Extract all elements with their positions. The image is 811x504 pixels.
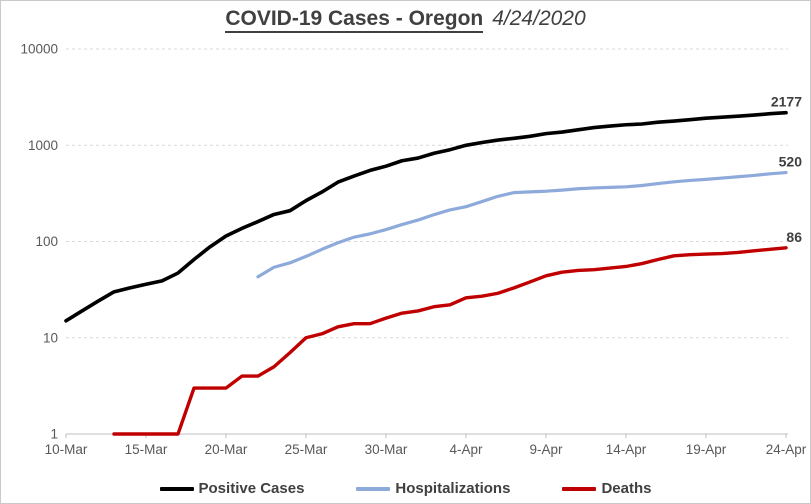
- hospitalizations-line-swatch: [356, 486, 391, 491]
- deaths-end-label: 86: [786, 229, 802, 245]
- y-axis-label: 10000: [20, 42, 58, 57]
- hospitalizations-end-label: 520: [779, 154, 803, 170]
- deaths-line-swatch: [562, 486, 597, 491]
- legend-item-deaths: Deaths: [562, 480, 651, 497]
- positive-cases-end-label: 2177: [771, 94, 802, 110]
- legend-label-positive-cases: Positive Cases: [198, 480, 305, 497]
- chart-legend: Positive Cases Hospitalizations Deaths: [1, 480, 810, 497]
- x-axis-label: 24-Apr: [766, 442, 807, 457]
- legend-label-deaths: Deaths: [601, 480, 652, 497]
- y-axis-label: 100: [35, 234, 58, 249]
- positive-cases-line-swatch: [159, 486, 194, 491]
- chart-title-text: COVID-19 Cases - Oregon: [225, 7, 484, 33]
- legend-item-hospitalizations: Hospitalizations: [356, 480, 510, 497]
- page-title: COVID-19 Cases - Oregon 4/24/2020: [1, 7, 810, 33]
- chart-title-date: 4/24/2020: [492, 7, 586, 30]
- x-axis-label: 4-Apr: [449, 442, 483, 457]
- x-axis-label: 10-Mar: [45, 442, 88, 457]
- positive-cases-line: [64, 110, 788, 323]
- x-axis-label: 19-Apr: [686, 442, 727, 457]
- hospitalizations-line: [256, 170, 788, 279]
- y-axis-label: 1: [50, 427, 58, 442]
- x-axis-label: 30-Mar: [365, 442, 408, 457]
- legend-item-positive-cases: Positive Cases: [159, 480, 305, 497]
- x-axis-label: 20-Mar: [205, 442, 248, 457]
- x-axis-label: 14-Apr: [606, 442, 647, 457]
- x-axis-label: 9-Apr: [529, 442, 563, 457]
- x-axis-label: 15-Mar: [125, 442, 168, 457]
- y-axis-label: 10: [43, 330, 58, 345]
- y-axis-label: 1000: [28, 138, 58, 153]
- deaths-line: [112, 246, 788, 436]
- x-axis-label: 25-Mar: [285, 442, 328, 457]
- legend-label-hospitalizations: Hospitalizations: [395, 480, 511, 497]
